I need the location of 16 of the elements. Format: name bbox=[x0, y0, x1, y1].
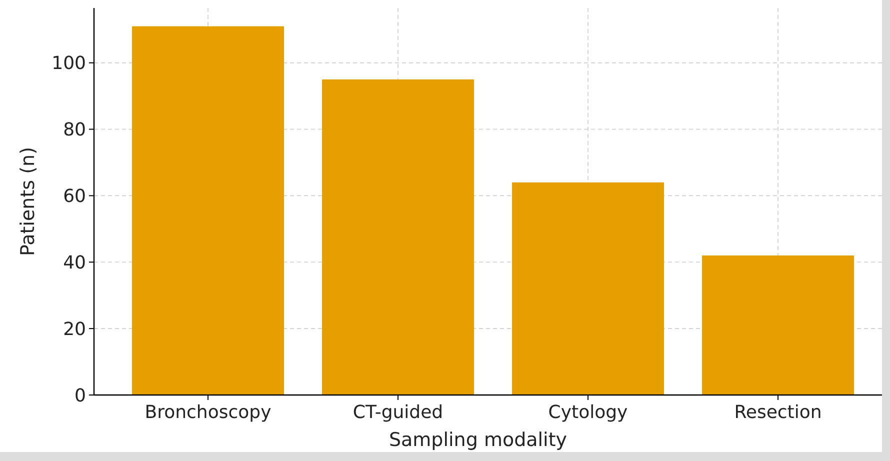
x-tick-label: CT-guided bbox=[352, 402, 444, 423]
y-tick-label: 100 bbox=[52, 53, 86, 74]
y-tick-label: 60 bbox=[63, 186, 86, 207]
y-tick-label: 0 bbox=[74, 385, 86, 406]
bar bbox=[322, 79, 474, 395]
y-axis-title: Patients (n) bbox=[17, 147, 39, 256]
y-tick-label: 20 bbox=[63, 318, 86, 340]
bar bbox=[702, 255, 854, 395]
y-tick-label: 40 bbox=[63, 252, 86, 274]
x-tick-label: Resection bbox=[734, 402, 822, 423]
bar bbox=[132, 26, 284, 395]
x-tick-label: Bronchoscopy bbox=[144, 402, 272, 423]
bar bbox=[512, 182, 664, 395]
y-tick-label: 80 bbox=[63, 120, 86, 141]
x-axis-title: Sampling modality bbox=[388, 429, 568, 451]
x-tick-label: Cytology bbox=[548, 402, 628, 423]
